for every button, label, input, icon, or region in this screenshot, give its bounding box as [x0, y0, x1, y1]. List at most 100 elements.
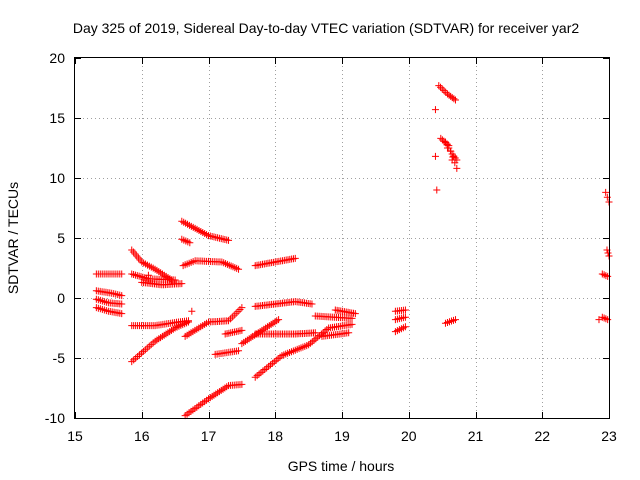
data-point-marker [602, 315, 610, 323]
data-point-marker [157, 334, 165, 342]
data-point-marker [235, 265, 243, 273]
y-tick-label: 20 [49, 50, 65, 66]
data-point-marker [256, 328, 264, 336]
data-point-marker [188, 307, 196, 315]
x-tick-label: 15 [67, 428, 83, 444]
data-point-marker [431, 106, 439, 114]
data-point-marker [144, 271, 152, 279]
data-point-marker [604, 249, 612, 257]
data-point-marker [351, 310, 359, 318]
axis-ticks: 15 16 17 18 19 20 21 22 23 -10 -5 0 5 10 15 20 [45, 50, 617, 444]
data-point-marker [137, 273, 145, 281]
data-point-marker [171, 276, 179, 284]
x-tick-label: 18 [267, 428, 283, 444]
data-point-marker [118, 292, 126, 300]
data-point-marker [323, 326, 331, 334]
data-point-marker [210, 391, 218, 399]
data-point-marker [186, 239, 194, 247]
data-point-marker [450, 95, 458, 103]
data-point-marker [600, 271, 608, 279]
data-point-marker [128, 358, 136, 366]
data-point-marker [139, 347, 147, 355]
y-axis-title: SDTVAR / TECUs [5, 182, 21, 294]
x-tick-label: 20 [401, 428, 417, 444]
chart-title: Day 325 of 2019, Sidereal Day-to-day VTE… [73, 20, 579, 36]
data-point-marker [169, 325, 177, 333]
data-markers [92, 82, 613, 420]
x-tick-label: 19 [334, 428, 350, 444]
x-tick-label: 23 [601, 428, 617, 444]
data-point-marker [130, 356, 138, 364]
y-tick-label: 0 [57, 290, 65, 306]
data-point-marker [225, 236, 233, 244]
data-point-marker [440, 87, 448, 95]
data-point-marker [151, 337, 159, 345]
data-point-marker [214, 389, 222, 397]
grid-lines [75, 58, 609, 418]
x-tick-label: 17 [201, 428, 217, 444]
data-point-marker [291, 254, 299, 262]
data-point-marker [253, 372, 261, 380]
data-point-marker [254, 329, 262, 337]
data-point-marker [155, 335, 163, 343]
y-tick-label: 5 [57, 230, 65, 246]
data-point-marker [223, 383, 231, 391]
data-point-marker [306, 339, 314, 347]
data-point-marker [598, 270, 606, 278]
data-point-marker [143, 344, 151, 352]
data-point-marker [442, 88, 450, 96]
data-point-marker [310, 336, 318, 344]
data-point-marker [401, 313, 409, 321]
data-point-marker [437, 134, 445, 142]
data-point-marker [238, 304, 246, 312]
data-point-marker [257, 369, 265, 377]
data-point-marker [602, 188, 610, 196]
data-point-marker [208, 392, 216, 400]
data-point-marker [225, 317, 233, 325]
data-point-marker [160, 331, 168, 339]
data-point-marker [234, 307, 242, 315]
data-point-marker [431, 152, 439, 160]
data-point-marker [184, 318, 192, 326]
data-point-marker [314, 333, 322, 341]
data-point-marker [238, 380, 246, 388]
data-point-marker [215, 388, 223, 396]
data-point-marker [249, 332, 257, 340]
data-point-marker [308, 338, 316, 346]
data-point-marker [145, 342, 153, 350]
data-point-marker [137, 349, 145, 357]
plot-frame [74, 57, 610, 419]
data-point-marker [128, 270, 136, 278]
data-point-marker [158, 332, 166, 340]
data-point-marker [118, 300, 126, 308]
data-point-marker [221, 384, 229, 392]
data-point-marker [167, 326, 175, 334]
x-tick-label: 16 [134, 428, 150, 444]
data-point-marker [118, 310, 126, 318]
data-point-marker [308, 300, 316, 308]
data-point-marker [205, 395, 212, 403]
data-point-marker [275, 316, 283, 324]
data-point-marker [243, 336, 251, 344]
data-point-marker [133, 272, 141, 280]
y-tick-label: -10 [45, 410, 65, 426]
data-point-marker [247, 334, 255, 342]
data-point-marker [132, 354, 140, 362]
data-point-marker [437, 83, 445, 91]
data-point-marker [212, 390, 220, 398]
data-point-marker [453, 164, 461, 172]
data-point-marker [217, 386, 225, 394]
data-point-marker [441, 138, 449, 146]
data-point-marker [438, 85, 446, 93]
data-point-marker [451, 96, 459, 104]
data-point-marker [251, 331, 259, 339]
data-point-marker [443, 144, 451, 152]
data-point-marker [446, 147, 454, 155]
data-point-marker [238, 326, 246, 334]
data-point-marker [448, 156, 456, 164]
data-point-marker [272, 356, 280, 364]
data-point-marker [401, 323, 409, 331]
data-point-marker [345, 329, 353, 337]
data-point-marker [602, 272, 610, 280]
